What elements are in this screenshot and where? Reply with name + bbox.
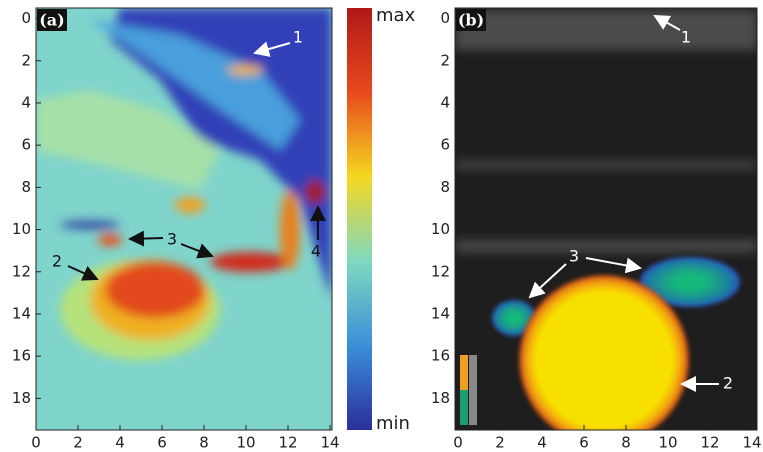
x-tick-label: 6 [157,434,167,452]
y-tick-label: 8 [440,178,450,196]
x-tick-label: 0 [453,434,463,452]
x-tick-label: 4 [115,434,125,452]
y-tick-label: 14 [12,304,31,322]
y-tick-label: 2 [440,51,450,69]
annotation: 1 [681,28,691,47]
x-tick-label: 2 [495,434,505,452]
y-tick-label: 10 [12,220,31,238]
colorbar-max: max [376,5,416,26]
y-tick-label: 12 [431,262,450,280]
annotation: 3 [569,247,579,266]
x-tick-label: 8 [621,434,631,452]
y-tick-label: 18 [431,389,450,407]
y-tick-label: 14 [431,304,450,322]
figure: max min 02468101214024681012141618(a)123… [0,0,763,452]
x-tick-label: 14 [742,434,761,452]
x-tick-label: 4 [537,434,547,452]
annotation: 4 [311,242,321,261]
x-tick-label: 2 [73,434,83,452]
y-tick-label: 4 [440,93,450,111]
annotation-arrow [130,238,163,239]
y-tick-label: 12 [12,262,31,280]
y-tick-label: 16 [12,347,31,365]
y-tick-label: 8 [21,178,31,196]
y-tick-label: 6 [440,136,450,154]
y-tick-label: 6 [21,136,31,154]
y-tick-label: 0 [21,9,31,27]
x-tick-label: 10 [236,434,255,452]
panel-label: (a) [39,11,65,30]
y-tick-label: 16 [431,347,450,365]
panel-label: (b) [458,11,484,30]
y-tick-label: 10 [431,220,450,238]
annotation: 3 [167,230,177,249]
x-tick-label: 12 [278,434,297,452]
colorbar [347,8,372,430]
x-tick-label: 12 [700,434,719,452]
annotation: 1 [293,28,303,47]
y-tick-label: 18 [12,389,31,407]
y-tick-label: 4 [21,93,31,111]
x-tick-label: 10 [658,434,677,452]
x-tick-label: 6 [579,434,589,452]
image-b [455,8,757,445]
x-tick-label: 14 [320,434,339,452]
image-a [36,8,332,430]
annotation: 2 [52,252,62,271]
y-tick-label: 2 [21,51,31,69]
y-tick-label: 0 [440,9,450,27]
colorbar-min: min [376,413,410,434]
annotation: 2 [723,374,733,393]
x-tick-label: 8 [199,434,209,452]
x-tick-label: 0 [31,434,41,452]
